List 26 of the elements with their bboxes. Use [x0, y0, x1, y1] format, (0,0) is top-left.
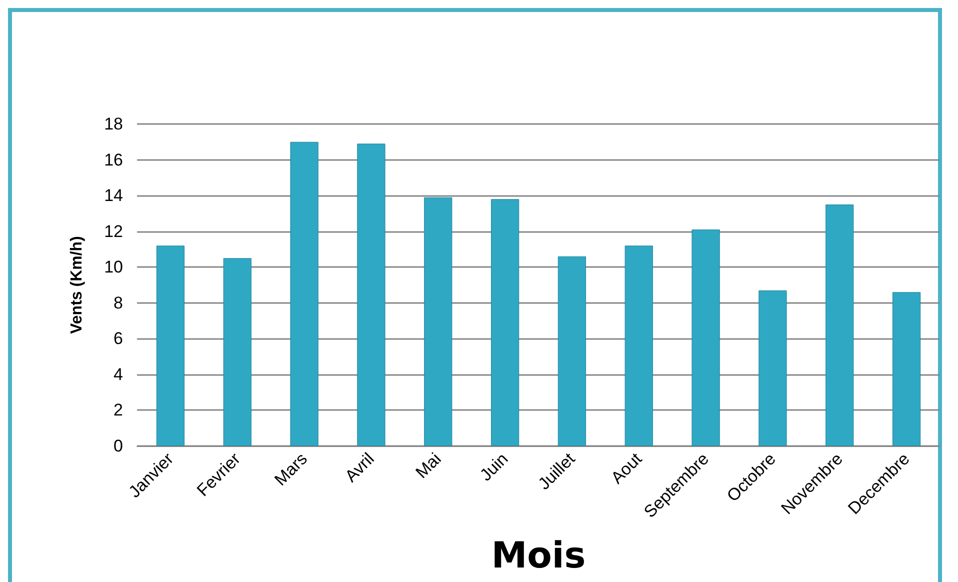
bar [357, 144, 386, 446]
bar [758, 290, 787, 446]
y-tick-label: 4 [114, 364, 123, 384]
y-tick-label: 6 [114, 329, 123, 348]
bar [892, 292, 921, 446]
bar [624, 246, 653, 446]
y-tick-label: 18 [104, 114, 123, 134]
bar [290, 142, 318, 446]
y-tick-label: 8 [114, 293, 123, 312]
bar [692, 230, 720, 446]
y-tick-label: 0 [114, 436, 123, 456]
y-axis-title: Vents (Km/h) [68, 236, 86, 334]
x-tick-label: Mai [412, 449, 445, 482]
y-tick-label: 12 [104, 222, 123, 241]
bar [826, 204, 854, 446]
y-tick-label: 10 [104, 258, 123, 277]
y-tick-label: 16 [104, 150, 123, 170]
x-tick-label: Juin [476, 449, 512, 485]
x-axis-title: Mois [491, 536, 586, 576]
bar [223, 258, 252, 446]
bar [424, 197, 452, 446]
bar [490, 199, 520, 446]
bar [156, 246, 185, 446]
y-tick-label: 14 [104, 186, 123, 206]
y-tick-label: 2 [114, 400, 123, 420]
bar [558, 256, 586, 446]
